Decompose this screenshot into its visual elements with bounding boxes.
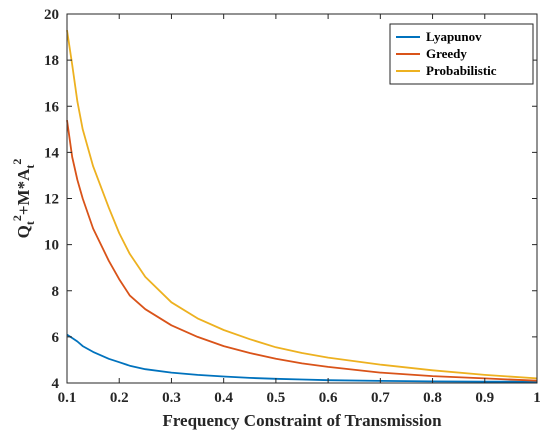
x-tick-label: 0.9 (475, 390, 494, 406)
legend-label-probabilistic: Probabilistic (426, 63, 497, 78)
x-tick-label: 1 (533, 390, 541, 406)
y-title-sub-1: t (23, 221, 37, 225)
y-tick-label: 10 (44, 238, 59, 254)
legend-label-greedy: Greedy (426, 46, 467, 61)
y-axis-title: Qt2+M*At2 (10, 159, 37, 239)
x-tick-label: 0.4 (214, 390, 233, 406)
y-tick-label: 18 (44, 53, 59, 69)
x-tick-label: 0.5 (267, 390, 286, 406)
series-layer (66, 29, 538, 383)
series-line-probabilistic (66, 29, 538, 380)
legend-label-lyapunov: Lyapunov (426, 29, 482, 44)
ticks-layer (66, 13, 538, 384)
x-tick-label: 0.7 (371, 390, 390, 406)
series-line-lyapunov (66, 333, 538, 383)
x-axis-title: Frequency Constraint of Transmission (162, 411, 442, 430)
y-tick-label: 4 (52, 376, 60, 392)
y-tick-label: 16 (44, 99, 60, 115)
x-tick-label: 0.3 (162, 390, 181, 406)
y-tick-label: 6 (52, 330, 60, 346)
y-tick-label: 14 (44, 145, 60, 161)
y-tick-label: 8 (52, 284, 60, 300)
y-title-part-2: +M*A (14, 168, 33, 215)
y-tick-label: 12 (44, 192, 59, 208)
x-tick-label: 0.1 (58, 390, 77, 406)
x-tick-label: 0.2 (110, 390, 129, 406)
x-tick-label: 0.6 (319, 390, 338, 406)
y-title-part-1: Q (14, 225, 33, 238)
series-line-greedy (66, 119, 538, 382)
y-title-sub-2: t (23, 165, 37, 169)
tick-labels-layer: 0.1 0.2 0.3 0.4 0.5 0.6 0.7 0.8 0.9 1468101214161… (44, 7, 541, 406)
y-title-sup-2: 2 (10, 159, 24, 165)
legend: Lyapunov Greedy Probabilistic (389, 23, 534, 85)
y-tick-label: 20 (44, 7, 59, 23)
x-tick-label: 0.8 (423, 390, 442, 406)
y-title-sup-1: 2 (10, 215, 24, 221)
